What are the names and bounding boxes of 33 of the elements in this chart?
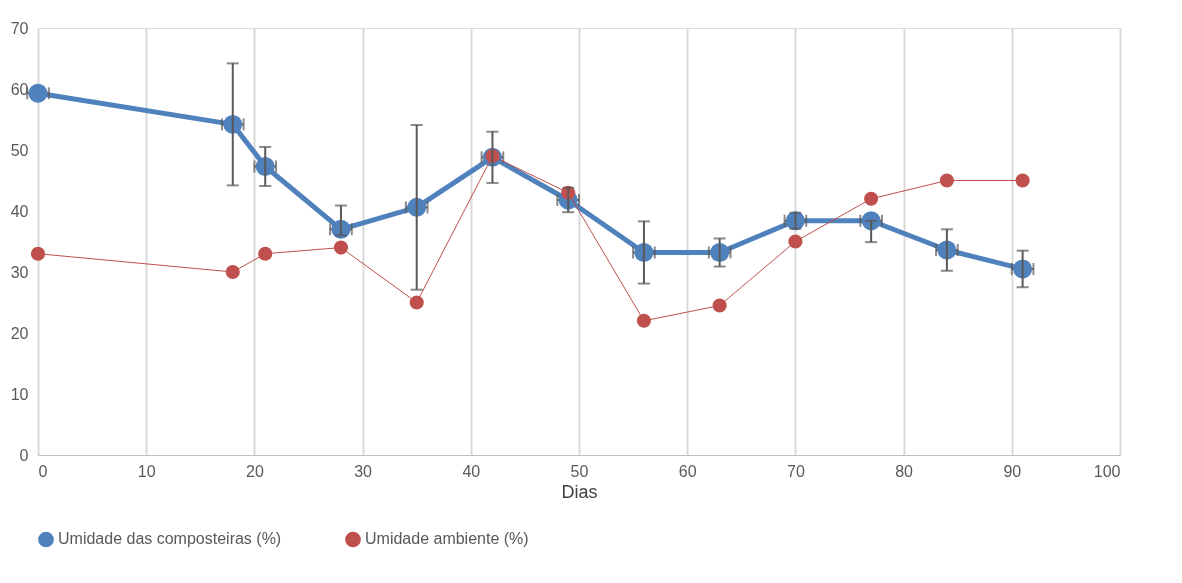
point [939, 173, 954, 188]
x-tick-label: 100 [1093, 462, 1121, 480]
point [225, 264, 240, 280]
x-tick-label: 10 [137, 462, 156, 480]
x-tick-label: 60 [678, 462, 697, 480]
point [1015, 173, 1030, 188]
point [333, 240, 349, 255]
x-tick-label: 30 [354, 462, 373, 480]
y-tick-label: 20 [10, 324, 29, 342]
y-tick-label: 0 [19, 446, 29, 464]
x-tick-label: 80 [895, 462, 914, 480]
x-tick-label: 50 [570, 462, 589, 480]
point [409, 295, 424, 310]
point [712, 298, 727, 313]
x-tick-label: 20 [246, 462, 264, 480]
x-tick-label: 90 [1003, 462, 1022, 480]
point [788, 234, 803, 249]
y-tick-label: 30 [10, 263, 29, 281]
x-tick-label: 70 [787, 462, 805, 480]
y-tick-label: 60 [10, 80, 29, 98]
point [636, 313, 651, 328]
x-axis-title: Dias [561, 481, 598, 502]
point [258, 246, 273, 261]
x-tick-label: 0 [38, 462, 48, 480]
y-tick-label: 50 [10, 141, 29, 159]
y-tick-label: 40 [10, 202, 29, 220]
point [864, 191, 879, 206]
y-tick-label: 70 [10, 19, 29, 37]
y-tick-label: 10 [10, 385, 29, 403]
point [30, 246, 46, 261]
legend-label: Umidade ambiente (%) [365, 530, 529, 548]
x-tick-label: 40 [462, 462, 481, 480]
legend-label: Umidade das composteiras (%) [58, 530, 282, 548]
